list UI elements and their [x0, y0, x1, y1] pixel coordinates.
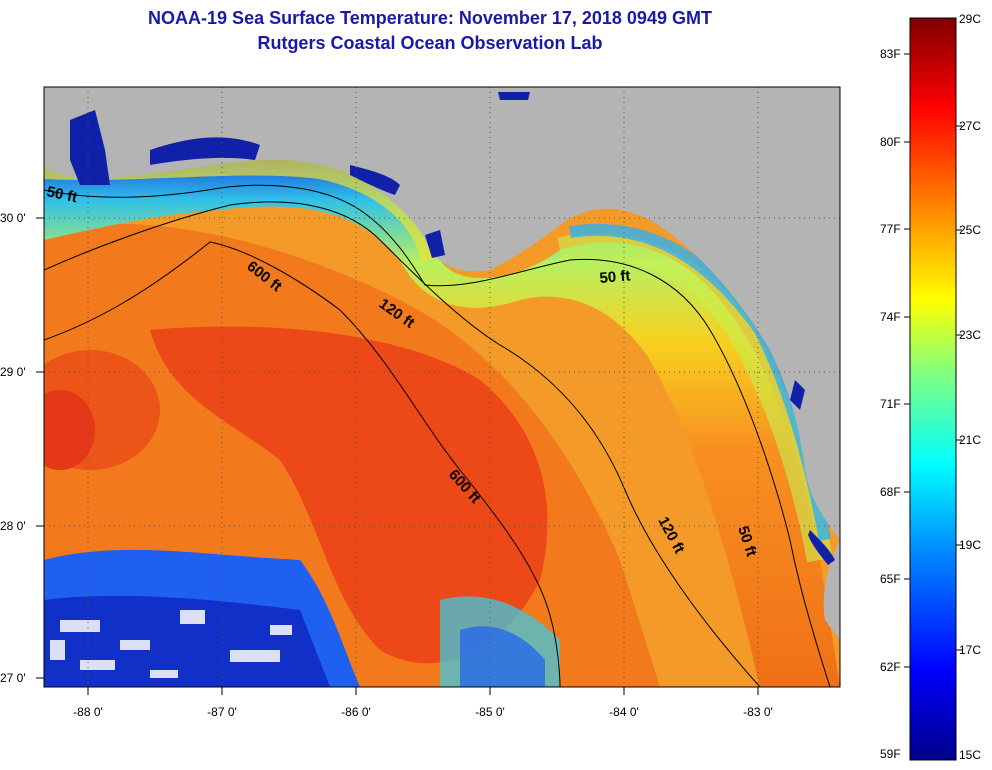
- colorbar: [909, 17, 957, 761]
- colorbar-c-label: 15C: [959, 748, 982, 762]
- land-florida: [44, 87, 840, 540]
- depth-contours: [44, 184, 831, 687]
- map-area: [44, 87, 840, 687]
- graticule: [44, 87, 840, 687]
- colorbar-f-label: 71F: [880, 397, 901, 411]
- colorbar-c-label: 27C: [959, 119, 982, 133]
- colorbar-f-label: 83F: [880, 47, 901, 61]
- lat-tick-label: 27 0': [0, 671, 26, 685]
- axis-ticks: [36, 217, 759, 695]
- lon-tick-label: -85 0': [475, 705, 505, 719]
- colorbar-f-label: 80F: [880, 135, 901, 149]
- contour-label: 50 ft: [599, 267, 631, 287]
- colorbar-c-label: 17C: [959, 643, 982, 657]
- lon-tick-label: -86 0': [341, 705, 371, 719]
- contour-120ft: [44, 201, 761, 687]
- eddy-core: [44, 390, 95, 470]
- coastal-cool-water: [44, 157, 840, 687]
- colorbar-c-label: 21C: [959, 433, 982, 447]
- colorbar-f-label: 59F: [880, 747, 901, 761]
- cloud-speckles: [50, 610, 292, 678]
- colorbar-f-label: 74F: [880, 310, 901, 324]
- lat-tick-label: 28 0': [0, 519, 26, 533]
- colorbar-f-label: 77F: [880, 222, 901, 236]
- colorbar-ticks: [904, 53, 962, 668]
- lon-tick-label: -84 0': [609, 705, 639, 719]
- lat-tick-label: 30 0': [0, 211, 26, 225]
- map-frame: [43, 86, 841, 688]
- colorbar-f-label: 68F: [880, 485, 901, 499]
- colorbar-c-label: 25C: [959, 223, 982, 237]
- lon-tick-label: -87 0': [207, 705, 237, 719]
- colorbar-f-label: 62F: [880, 660, 901, 674]
- warm-core: [150, 326, 548, 664]
- contour-600ft: [44, 241, 561, 687]
- colorbar-c-label: 19C: [959, 538, 982, 552]
- contour-50ft: [44, 184, 831, 687]
- lat-tick-label: 29 0': [0, 365, 26, 379]
- contour-label: 50 ft: [45, 183, 79, 206]
- lon-tick-label: -88 0': [73, 705, 103, 719]
- colorbar-c-label: 29C: [959, 12, 982, 26]
- land-peninsula: [823, 540, 840, 640]
- colorbar-c-label: 23C: [959, 328, 982, 342]
- bays: [70, 92, 835, 565]
- colorbar-f-label: 65F: [880, 572, 901, 586]
- map-subtitle: Rutgers Coastal Ocean Observation Lab: [257, 33, 603, 53]
- map-title: NOAA-19 Sea Surface Temperature: Novembe…: [148, 8, 712, 28]
- lon-tick-label: -83 0': [743, 705, 773, 719]
